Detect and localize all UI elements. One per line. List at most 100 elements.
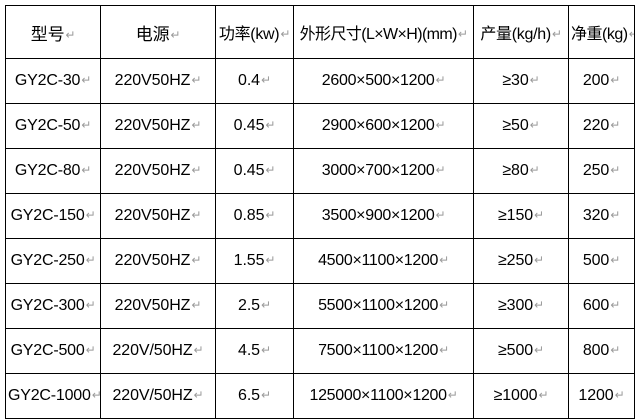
paragraph-mark-icon: ↵ xyxy=(435,118,446,132)
cell-power-supply: 220V50HZ↵ xyxy=(100,283,216,329)
paragraph-mark-icon: ↵ xyxy=(610,298,621,312)
paragraph-mark-icon: ↵ xyxy=(439,298,449,312)
column-header-dimensions-label: 外形尺寸(L×W×H)(mm) xyxy=(299,26,458,43)
cell-model: GY2C-1000↵ xyxy=(5,373,101,419)
paragraph-mark-icon: ↵ xyxy=(191,163,202,177)
table-row: GY2C-30↵ 220V50HZ↵ 0.4↵ 2600×500×1200↵ ≥… xyxy=(5,58,635,104)
paragraph-mark-icon: ↵ xyxy=(260,73,271,87)
cell-dimensions-value: 3000×700×1200 xyxy=(321,162,435,179)
cell-power-kw-value: 6.5 xyxy=(238,387,260,404)
column-header-capacity: 产量(kg/h)↵ xyxy=(473,5,569,59)
paragraph-mark-icon: ↵ xyxy=(260,388,271,402)
cell-capacity-value: ≥80 xyxy=(502,162,529,179)
cell-power-supply: 220V50HZ↵ xyxy=(100,103,216,149)
cell-model: GY2C-150↵ xyxy=(5,193,101,239)
paragraph-mark-icon: ↵ xyxy=(191,208,202,222)
paragraph-mark-icon: ↵ xyxy=(447,388,458,402)
cell-model: GY2C-250↵ xyxy=(5,238,101,284)
cell-net-weight-value: 250 xyxy=(582,162,610,179)
cell-power-supply-value: 220V50HZ xyxy=(114,162,191,179)
cell-capacity-value: ≥50 xyxy=(502,117,529,134)
paragraph-mark-icon: ↵ xyxy=(534,208,545,222)
cell-dimensions-value: 125000×1100×1200 xyxy=(309,387,447,404)
paragraph-mark-icon: ↵ xyxy=(191,298,202,312)
paragraph-mark-icon: ↵ xyxy=(265,118,276,132)
table-body: GY2C-30↵ 220V50HZ↵ 0.4↵ 2600×500×1200↵ ≥… xyxy=(5,58,635,419)
cell-model-value: GY2C-250 xyxy=(10,252,85,269)
cell-power-supply: 220V50HZ↵ xyxy=(100,58,216,104)
cell-capacity: ≥50↵ xyxy=(473,103,569,149)
cell-capacity: ≥150↵ xyxy=(473,193,569,239)
cell-capacity-value: ≥30 xyxy=(502,72,529,89)
cell-power-supply-value: 220V50HZ xyxy=(114,207,191,224)
cell-power-supply-value: 220V50HZ xyxy=(114,72,191,89)
cell-power-supply-value: 220V/50HZ xyxy=(112,387,193,404)
paragraph-mark-icon: ↵ xyxy=(280,27,291,41)
cell-power-supply-value: 220V50HZ xyxy=(114,297,191,314)
cell-power-supply: 220V50HZ↵ xyxy=(100,193,216,239)
table-row: GY2C-300↵ 220V50HZ↵ 2.5↵ 5500×1100×1200↵… xyxy=(5,283,635,329)
cell-power-kw-value: 0.45 xyxy=(233,117,265,134)
cell-capacity: ≥1000↵ xyxy=(473,373,569,419)
cell-net-weight: 500↵ xyxy=(568,238,635,284)
cell-capacity: ≥250↵ xyxy=(473,238,569,284)
paragraph-mark-icon: ↵ xyxy=(81,118,92,132)
cell-net-weight: 200↵ xyxy=(568,58,635,104)
cell-dimensions-value: 7500×1100×1200 xyxy=(318,342,439,359)
table-header-row: 型号↵ 电源↵ 功率(kw)↵ 外形尺寸(L×W×H)(mm)↵ 产量(kg/h… xyxy=(5,5,635,59)
paragraph-mark-icon: ↵ xyxy=(81,73,92,87)
cell-model: GY2C-50↵ xyxy=(5,103,101,149)
cell-power-kw: 1.55↵ xyxy=(215,238,294,284)
cell-model-value: GY2C-50 xyxy=(14,117,81,134)
column-header-model: 型号↵ xyxy=(5,5,101,59)
cell-model-value: GY2C-80 xyxy=(14,162,81,179)
cell-dimensions: 3000×700×1200↵ xyxy=(293,148,474,194)
cell-net-weight: 250↵ xyxy=(568,148,635,194)
cell-dimensions-value: 5500×1100×1200 xyxy=(318,297,439,314)
cell-capacity: ≥80↵ xyxy=(473,148,569,194)
column-header-power-kw: 功率(kw)↵ xyxy=(215,5,294,59)
paragraph-mark-icon: ↵ xyxy=(265,208,276,222)
paragraph-mark-icon: ↵ xyxy=(534,298,545,312)
cell-power-kw: 0.45↵ xyxy=(215,148,294,194)
paragraph-mark-icon: ↵ xyxy=(193,388,204,402)
cell-power-kw: 0.4↵ xyxy=(215,58,294,104)
table-row: GY2C-150↵ 220V50HZ↵ 0.85↵ 3500×900×1200↵… xyxy=(5,193,635,239)
column-header-net-weight-label: 净重(kg) xyxy=(571,26,628,43)
cell-model-value: GY2C-30 xyxy=(14,72,81,89)
paragraph-mark-icon: ↵ xyxy=(81,163,92,177)
cell-dimensions-value: 2600×500×1200 xyxy=(321,72,435,89)
paragraph-mark-icon: ↵ xyxy=(91,388,100,402)
column-header-power-supply-label: 电源 xyxy=(135,24,170,44)
cell-net-weight-value: 1200 xyxy=(578,387,614,404)
paragraph-mark-icon: ↵ xyxy=(610,343,621,357)
paragraph-mark-icon: ↵ xyxy=(260,298,271,312)
cell-model-value: GY2C-1000 xyxy=(8,387,91,404)
column-header-capacity-label: 产量(kg/h) xyxy=(480,26,551,43)
column-header-power-supply: 电源↵ xyxy=(100,5,216,59)
paragraph-mark-icon: ↵ xyxy=(529,73,540,87)
cell-dimensions: 5500×1100×1200↵ xyxy=(293,283,474,329)
cell-model: GY2C-30↵ xyxy=(5,58,101,104)
cell-power-supply: 220V/50HZ↵ xyxy=(100,328,216,374)
paragraph-mark-icon: ↵ xyxy=(610,163,621,177)
cell-power-supply: 220V50HZ↵ xyxy=(100,238,216,284)
cell-power-kw-value: 0.45 xyxy=(233,162,265,179)
paragraph-mark-icon: ↵ xyxy=(610,73,621,87)
cell-capacity: ≥300↵ xyxy=(473,283,569,329)
paragraph-mark-icon: ↵ xyxy=(534,343,545,357)
cell-net-weight: 600↵ xyxy=(568,283,635,329)
paragraph-mark-icon: ↵ xyxy=(85,208,96,222)
cell-dimensions: 125000×1100×1200↵ xyxy=(293,373,474,419)
paragraph-mark-icon: ↵ xyxy=(529,118,540,132)
table-row: GY2C-50↵ 220V50HZ↵ 0.45↵ 2900×600×1200↵ … xyxy=(5,103,635,149)
cell-power-supply-value: 220V50HZ xyxy=(114,117,191,134)
cell-capacity-value: ≥500 xyxy=(497,342,534,359)
cell-net-weight-value: 500 xyxy=(582,252,610,269)
paragraph-mark-icon: ↵ xyxy=(534,253,545,267)
column-header-dimensions: 外形尺寸(L×W×H)(mm)↵ xyxy=(293,5,474,59)
paragraph-mark-icon: ↵ xyxy=(65,27,76,42)
paragraph-mark-icon: ↵ xyxy=(193,343,204,357)
cell-capacity: ≥500↵ xyxy=(473,328,569,374)
paragraph-mark-icon: ↵ xyxy=(457,27,468,41)
